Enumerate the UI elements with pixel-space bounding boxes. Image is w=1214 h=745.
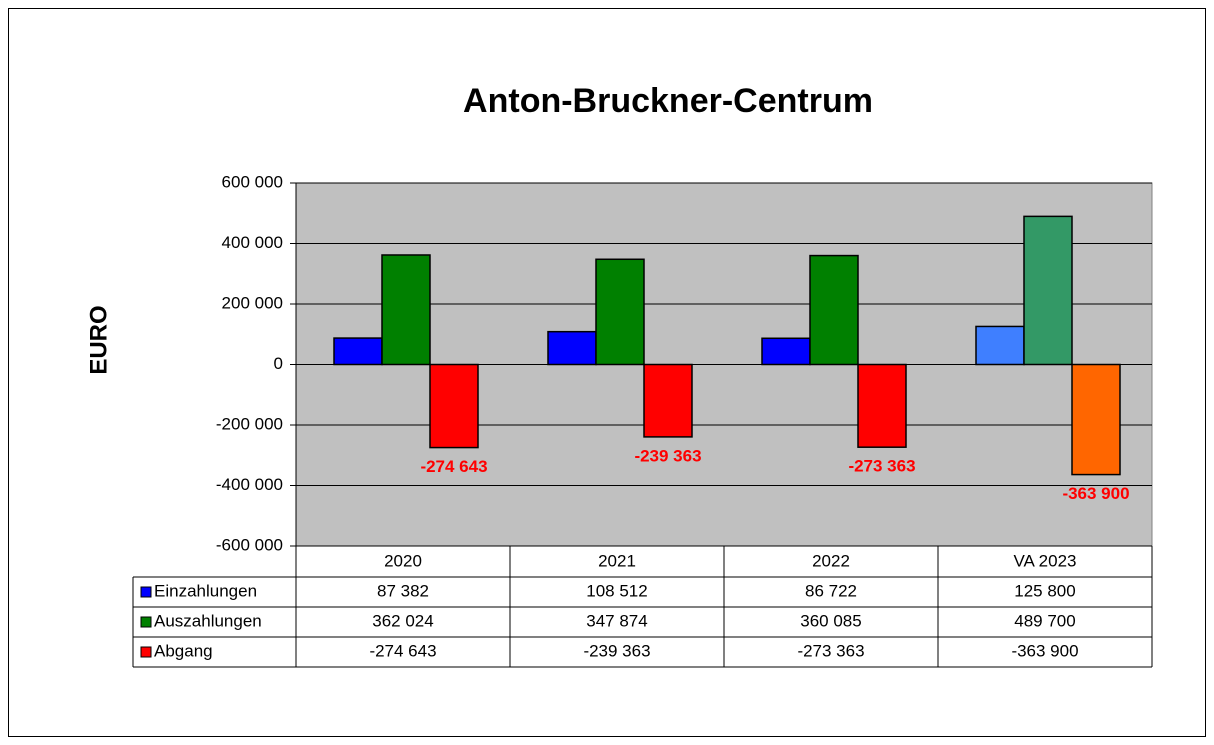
bar <box>975 325 1025 366</box>
data-label: -274 643 <box>420 457 487 476</box>
bar <box>429 363 479 449</box>
table-cell: 87 382 <box>377 581 429 600</box>
data-label: -273 363 <box>848 457 915 476</box>
legend-label: Einzahlungen <box>154 581 257 600</box>
legend-key <box>140 646 152 658</box>
bar <box>333 337 383 366</box>
table-cell: -273 363 <box>797 641 864 660</box>
table-cell: 360 085 <box>800 611 861 630</box>
legend-label: Abgang <box>154 641 213 660</box>
legend-key <box>140 586 152 598</box>
bar <box>1071 363 1121 476</box>
table-cell: 125 800 <box>1014 581 1075 600</box>
table-cell: 489 700 <box>1014 611 1075 630</box>
data-label: -239 363 <box>634 446 701 465</box>
x-tick-label: 2021 <box>598 551 636 570</box>
table-cell: 362 024 <box>372 611 433 630</box>
table-cell: 347 874 <box>586 611 647 630</box>
bar <box>547 330 597 366</box>
bar <box>381 254 431 366</box>
y-tick-label: -400 000 <box>216 475 283 494</box>
table-cell: 108 512 <box>586 581 647 600</box>
bar <box>643 363 693 438</box>
bar <box>857 363 907 448</box>
legend-label: Auszahlungen <box>154 611 262 630</box>
y-tick-label: 0 <box>274 354 283 373</box>
bar <box>1023 215 1073 366</box>
bar <box>809 254 859 366</box>
legend-key <box>140 616 152 628</box>
x-tick-label: 2020 <box>384 551 422 570</box>
y-tick-label: 400 000 <box>222 233 283 252</box>
y-tick-label: -200 000 <box>216 414 283 433</box>
chart-title: Anton-Bruckner-Centrum <box>463 82 873 120</box>
table-cell: 86 722 <box>805 581 857 600</box>
y-tick-label: 600 000 <box>222 172 283 191</box>
data-label: -363 900 <box>1062 484 1129 503</box>
table-cell: -363 900 <box>1011 641 1078 660</box>
table-cell: -239 363 <box>583 641 650 660</box>
x-tick-label: VA 2023 <box>1013 551 1076 570</box>
y-tick-label: 200 000 <box>222 293 283 312</box>
bar <box>761 337 811 366</box>
x-tick-label: 2022 <box>812 551 850 570</box>
y-tick-label: -600 000 <box>216 535 283 554</box>
table-cell: -274 643 <box>369 641 436 660</box>
y-axis-label: EURO <box>85 305 112 374</box>
bar <box>595 258 645 366</box>
